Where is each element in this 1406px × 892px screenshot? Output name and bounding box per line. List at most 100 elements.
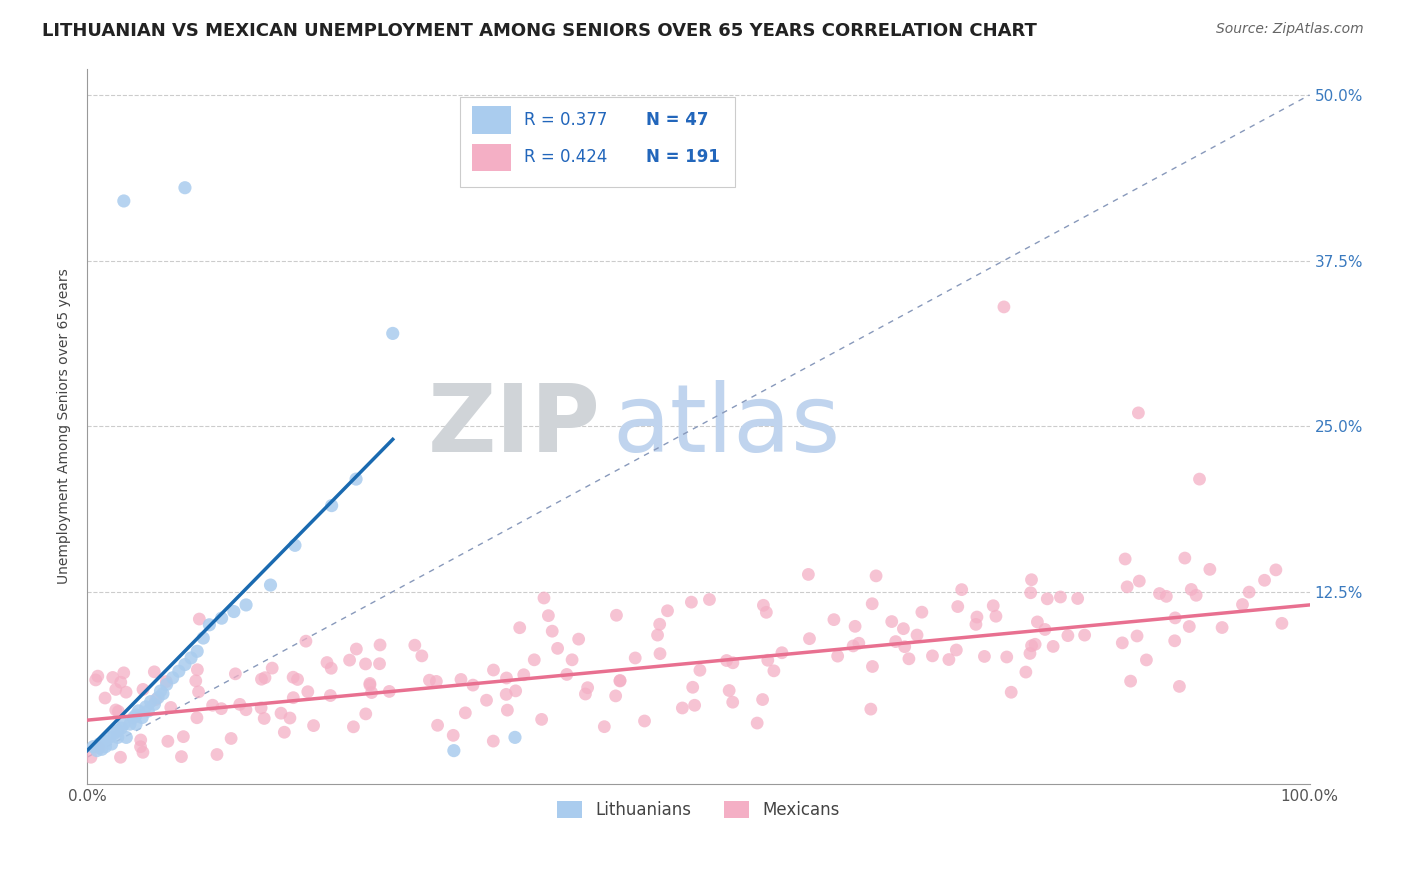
Point xyxy=(1114,552,1136,566)
Point xyxy=(747,716,769,731)
Point xyxy=(1156,590,1178,604)
Point xyxy=(426,718,449,732)
Point xyxy=(89,737,111,751)
Point xyxy=(1128,574,1150,588)
Point xyxy=(287,673,309,687)
Point xyxy=(609,673,631,688)
Point xyxy=(495,671,517,685)
Point xyxy=(482,663,505,677)
Point xyxy=(1057,629,1080,643)
Point xyxy=(605,689,627,703)
Point xyxy=(683,698,706,713)
Point xyxy=(505,683,527,698)
Point xyxy=(368,638,391,652)
Point xyxy=(1149,586,1171,600)
Point xyxy=(135,700,157,714)
Point xyxy=(1000,685,1022,699)
Text: N = 47: N = 47 xyxy=(645,111,709,129)
Point xyxy=(1073,628,1095,642)
Point xyxy=(1180,582,1202,597)
Point xyxy=(87,669,110,683)
Point xyxy=(799,632,821,646)
Point xyxy=(921,648,943,663)
Point xyxy=(110,750,132,764)
Point xyxy=(721,695,744,709)
Point xyxy=(115,731,138,745)
Point xyxy=(368,657,391,671)
Point xyxy=(125,707,148,722)
Point xyxy=(122,710,145,724)
Point xyxy=(647,628,669,642)
Point xyxy=(993,300,1015,314)
Point xyxy=(842,639,865,653)
Point xyxy=(229,698,252,712)
Point xyxy=(848,636,870,650)
Point xyxy=(865,569,887,583)
Point xyxy=(756,653,779,667)
Point xyxy=(344,472,367,486)
Point xyxy=(259,578,281,592)
Point xyxy=(1033,623,1056,637)
Point xyxy=(319,689,342,703)
Point xyxy=(250,701,273,715)
Point xyxy=(844,619,866,633)
Text: LITHUANIAN VS MEXICAN UNEMPLOYMENT AMONG SENIORS OVER 65 YEARS CORRELATION CHART: LITHUANIAN VS MEXICAN UNEMPLOYMENT AMONG… xyxy=(42,22,1038,40)
Point xyxy=(495,687,517,701)
Point xyxy=(278,711,301,725)
Point xyxy=(143,698,166,712)
Point xyxy=(1232,598,1254,612)
Point xyxy=(513,667,536,681)
Point xyxy=(681,595,703,609)
Point xyxy=(186,644,208,658)
Point xyxy=(90,742,112,756)
Point xyxy=(1066,591,1088,606)
Point xyxy=(576,681,599,695)
Point xyxy=(112,665,135,680)
Point xyxy=(450,673,472,687)
Point xyxy=(84,673,107,687)
Point xyxy=(1198,562,1220,576)
Point xyxy=(441,728,464,742)
Point xyxy=(770,646,793,660)
Point xyxy=(682,680,704,694)
Point xyxy=(827,649,849,664)
Point xyxy=(187,685,209,699)
Point xyxy=(110,675,132,690)
Point xyxy=(94,734,117,748)
Point xyxy=(911,605,934,619)
Point xyxy=(201,698,224,713)
Text: N = 191: N = 191 xyxy=(645,148,720,166)
Point xyxy=(354,657,377,671)
Point xyxy=(496,703,519,717)
Point xyxy=(648,647,671,661)
Text: atlas: atlas xyxy=(613,380,841,472)
Point xyxy=(950,582,973,597)
Point xyxy=(186,663,208,677)
Point xyxy=(112,717,135,731)
Point xyxy=(186,711,208,725)
Point xyxy=(80,750,103,764)
Point xyxy=(1026,615,1049,629)
Point xyxy=(222,605,245,619)
Point xyxy=(360,685,382,699)
Point xyxy=(755,605,778,619)
Point xyxy=(1178,619,1201,633)
Point xyxy=(101,670,124,684)
Point xyxy=(136,704,159,718)
Point xyxy=(425,674,447,689)
Point xyxy=(132,745,155,759)
Point xyxy=(107,705,129,719)
Point xyxy=(1188,472,1211,486)
Point xyxy=(973,649,995,664)
Point xyxy=(146,690,169,705)
Bar xyxy=(472,106,512,134)
Point xyxy=(893,622,915,636)
Point xyxy=(284,538,307,552)
Point xyxy=(1036,591,1059,606)
Point xyxy=(283,690,305,705)
Point xyxy=(316,656,339,670)
Point xyxy=(1174,551,1197,566)
Text: Source: ZipAtlas.com: Source: ZipAtlas.com xyxy=(1216,22,1364,37)
Point xyxy=(162,671,184,685)
Point xyxy=(966,610,988,624)
